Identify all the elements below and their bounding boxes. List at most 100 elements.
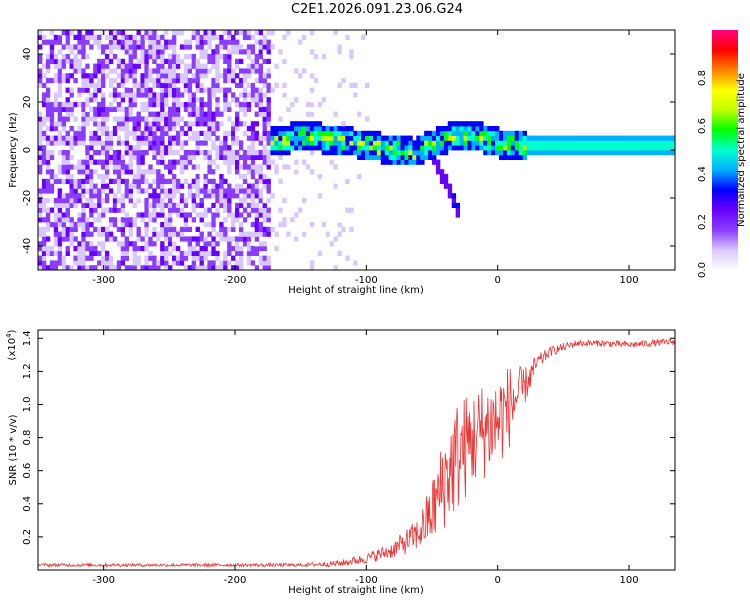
spectrogram-cell	[550, 145, 555, 151]
spectrogram-cell	[266, 102, 271, 108]
spectrogram-cell	[65, 54, 70, 60]
spectrogram-cell	[388, 154, 394, 160]
spectrogram-cell	[199, 73, 204, 79]
spectrogram-cell	[258, 30, 263, 36]
spectrogram-cell	[144, 78, 149, 84]
spectrogram-cell	[152, 34, 157, 40]
spectrogram-cell	[108, 135, 114, 141]
spectrogram-cell	[108, 39, 114, 45]
spectrogram-cell	[215, 154, 220, 160]
spectrogram-cell	[104, 44, 110, 50]
spectrogram-cell	[187, 78, 193, 84]
spectrogram-cell	[81, 54, 86, 60]
spectrogram-cell	[187, 154, 193, 160]
spectrogram-cell	[152, 116, 157, 122]
spectrogram-cell	[97, 58, 102, 64]
spectrogram-cell	[207, 178, 212, 184]
spectrogram-cell	[171, 92, 177, 98]
spectrogram-cell	[534, 150, 539, 156]
spectrogram-cell	[262, 178, 267, 184]
spectrogram-cell	[49, 135, 55, 141]
spectrogram-cell	[546, 140, 551, 146]
spectrogram-cell	[211, 246, 216, 252]
spectrogram-cell	[148, 92, 153, 98]
spectrogram-cell	[168, 39, 173, 45]
spectrogram-cell	[175, 87, 181, 93]
spectrogram-cell	[199, 68, 204, 74]
y-tick-label: 0.2	[22, 529, 33, 545]
spectrogram-cell	[203, 130, 208, 136]
spectrogram-cell	[632, 150, 638, 156]
spectrogram-cell	[199, 140, 204, 146]
spectrogram-cell	[120, 58, 126, 64]
spectrogram-cell	[171, 58, 177, 64]
spectrogram-cell	[97, 250, 102, 256]
spectrogram-cell	[77, 87, 82, 93]
spectrogram-cell	[132, 49, 137, 55]
spectrogram-cell	[337, 250, 342, 256]
spectrogram-cell	[104, 183, 110, 189]
spectrogram-cell	[235, 116, 240, 122]
spectrogram-cell	[171, 246, 177, 252]
spectrogram-cell	[144, 116, 149, 122]
spectrogram-cell	[148, 102, 153, 108]
spectrogram-cell	[266, 106, 271, 112]
spectrogram-cell	[309, 130, 315, 136]
spectrogram-cell	[435, 150, 441, 156]
spectrogram-cell	[187, 183, 193, 189]
spectrogram-cell	[282, 164, 287, 170]
spectrogram-cell	[211, 30, 216, 36]
spectrogram-cell	[152, 265, 157, 270]
spectrogram-cell	[85, 231, 90, 237]
spectrogram-cell	[183, 130, 189, 136]
spectrogram-cell	[140, 58, 145, 64]
spectrogram-cell	[262, 92, 267, 98]
spectrogram-cell	[171, 34, 177, 40]
spectrogram-cell	[73, 222, 78, 228]
spectrogram-cell	[463, 121, 468, 127]
spectrogram-cell	[101, 260, 106, 266]
spectrogram-cell	[636, 140, 642, 146]
spectrogram-cell	[542, 140, 547, 146]
spectrogram-cell	[128, 222, 133, 228]
spectrogram-cell	[97, 226, 102, 232]
spectrogram-cell	[211, 116, 216, 122]
spectrogram-cell	[242, 207, 248, 213]
spectrogram-cell	[270, 226, 275, 232]
spectrogram-cell	[93, 250, 98, 256]
spectrogram-cell	[546, 135, 551, 141]
spectrogram-cell	[282, 126, 287, 132]
spectrogram-cell	[53, 260, 59, 266]
spectrogram-cell	[175, 97, 181, 103]
spectrogram-cell	[124, 44, 130, 50]
spectrogram-cell	[136, 121, 141, 127]
spectrogram-cell	[278, 126, 283, 132]
spectrogram-cell	[242, 49, 248, 55]
spectrogram-cell	[195, 226, 200, 232]
spectrogram-cell	[140, 188, 145, 194]
spectrogram-cell	[77, 135, 82, 141]
spectrogram-cell	[325, 135, 330, 141]
spectrogram-cell	[235, 236, 240, 242]
spectrogram-cell	[120, 121, 126, 127]
spectrogram-cell	[104, 130, 110, 136]
spectrogram-cell	[432, 130, 437, 136]
snr-plot-area	[38, 330, 675, 570]
spectrogram-cell	[203, 174, 208, 180]
spectrogram-cell	[313, 145, 319, 151]
spectrogram-cell	[380, 140, 386, 146]
spectrogram-cell	[337, 49, 342, 55]
spectrogram-cell	[215, 212, 220, 218]
spectrogram-cell	[581, 135, 587, 141]
spectrogram-cell	[621, 140, 626, 146]
spectrogram-cell	[195, 97, 200, 103]
spectrogram-cell	[274, 63, 279, 69]
spectrogram-cell	[518, 130, 524, 136]
spectrogram-cell	[290, 159, 295, 165]
spectrogram-cell	[73, 236, 78, 242]
spectrogram-cell	[73, 54, 78, 60]
spectrogram-cell	[428, 130, 433, 136]
spectrogram-cell	[168, 231, 173, 237]
spectrogram-cell	[101, 97, 106, 103]
spectrogram-cell	[246, 44, 252, 50]
